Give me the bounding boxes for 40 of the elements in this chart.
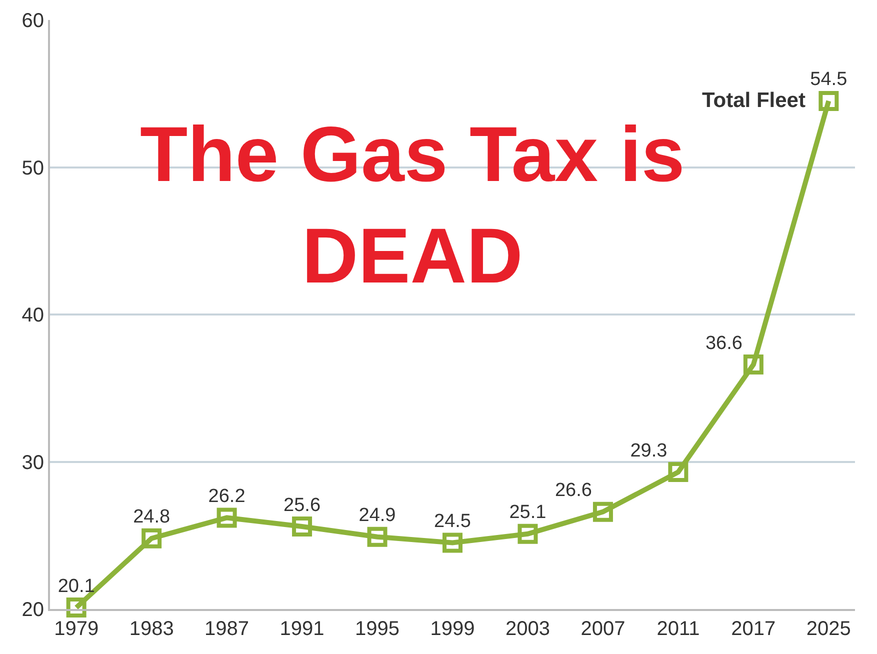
series-label: Total Fleet [702,89,806,112]
x-tick-label: 1991 [280,618,324,640]
point [818,90,839,111]
data-label: 29.3 [630,440,668,462]
data-label: 25.6 [284,494,321,516]
x-tick-label: 2003 [505,618,550,640]
point [292,516,312,537]
point [442,532,462,553]
y-tick-label: 30 [22,452,44,474]
y-tick-label: 40 [22,304,44,326]
x-tick-label: 2011 [656,618,700,640]
x-tick-label: 1999 [430,618,475,640]
y-tick-label: 60 [22,10,44,32]
data-label: 24.9 [358,505,396,526]
data-label: 26.6 [554,480,592,502]
x-tick-label: 2007 [580,618,626,640]
data-label: 36.6 [705,332,742,354]
y-tick-label: 20 [22,599,44,621]
data-label: 54.5 [810,69,848,90]
point [66,598,86,618]
point [743,354,764,375]
x-tick-label: 1983 [129,618,174,640]
data-label: 26.2 [208,486,246,507]
point [668,462,688,482]
x-tick-label: 1979 [54,618,99,640]
point [518,524,538,544]
point [592,502,613,522]
x-tick-label: 2025 [806,618,851,640]
point [142,528,162,548]
x-tick-label: 1987 [204,618,250,640]
x-tick-label: 1995 [355,618,400,640]
data-label: 25.1 [509,502,546,524]
data-label: 24.5 [434,510,471,532]
point [367,526,388,547]
y-tick-label: 50 [22,157,44,180]
point [216,508,237,528]
data-label: 24.8 [133,506,170,528]
data-label: 20.1 [58,576,95,597]
text: The Gas Tax is DEAD [140,110,685,300]
x-tick-label: 2017 [731,618,776,640]
